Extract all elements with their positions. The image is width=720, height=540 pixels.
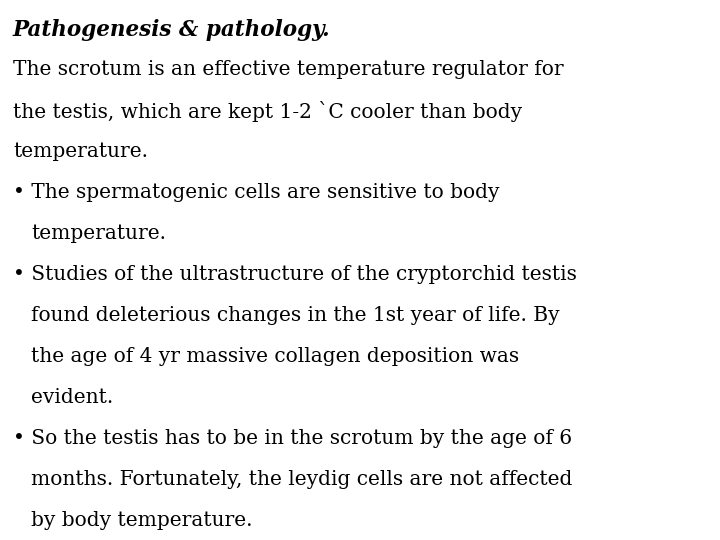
Text: • Studies of the ultrastructure of the cryptorchid testis: • Studies of the ultrastructure of the c… <box>13 265 577 284</box>
Text: by body temperature.: by body temperature. <box>31 511 253 530</box>
Text: found deleterious changes in the 1st year of life. By: found deleterious changes in the 1st yea… <box>31 306 559 325</box>
Text: the age of 4 yr massive collagen deposition was: the age of 4 yr massive collagen deposit… <box>31 347 519 366</box>
Text: evident.: evident. <box>31 388 113 407</box>
Text: • The spermatogenic cells are sensitive to body: • The spermatogenic cells are sensitive … <box>13 183 500 202</box>
Text: months. Fortunately, the leydig cells are not affected: months. Fortunately, the leydig cells ar… <box>31 470 572 489</box>
Text: temperature.: temperature. <box>13 142 148 161</box>
Text: The scrotum is an effective temperature regulator for: The scrotum is an effective temperature … <box>13 60 564 79</box>
Text: • So the testis has to be in the scrotum by the age of 6: • So the testis has to be in the scrotum… <box>13 429 572 448</box>
Text: temperature.: temperature. <box>31 224 166 243</box>
Text: the testis, which are kept 1-2 `C cooler than body: the testis, which are kept 1-2 `C cooler… <box>13 101 522 122</box>
Text: Pathogenesis & pathology.: Pathogenesis & pathology. <box>13 19 330 41</box>
